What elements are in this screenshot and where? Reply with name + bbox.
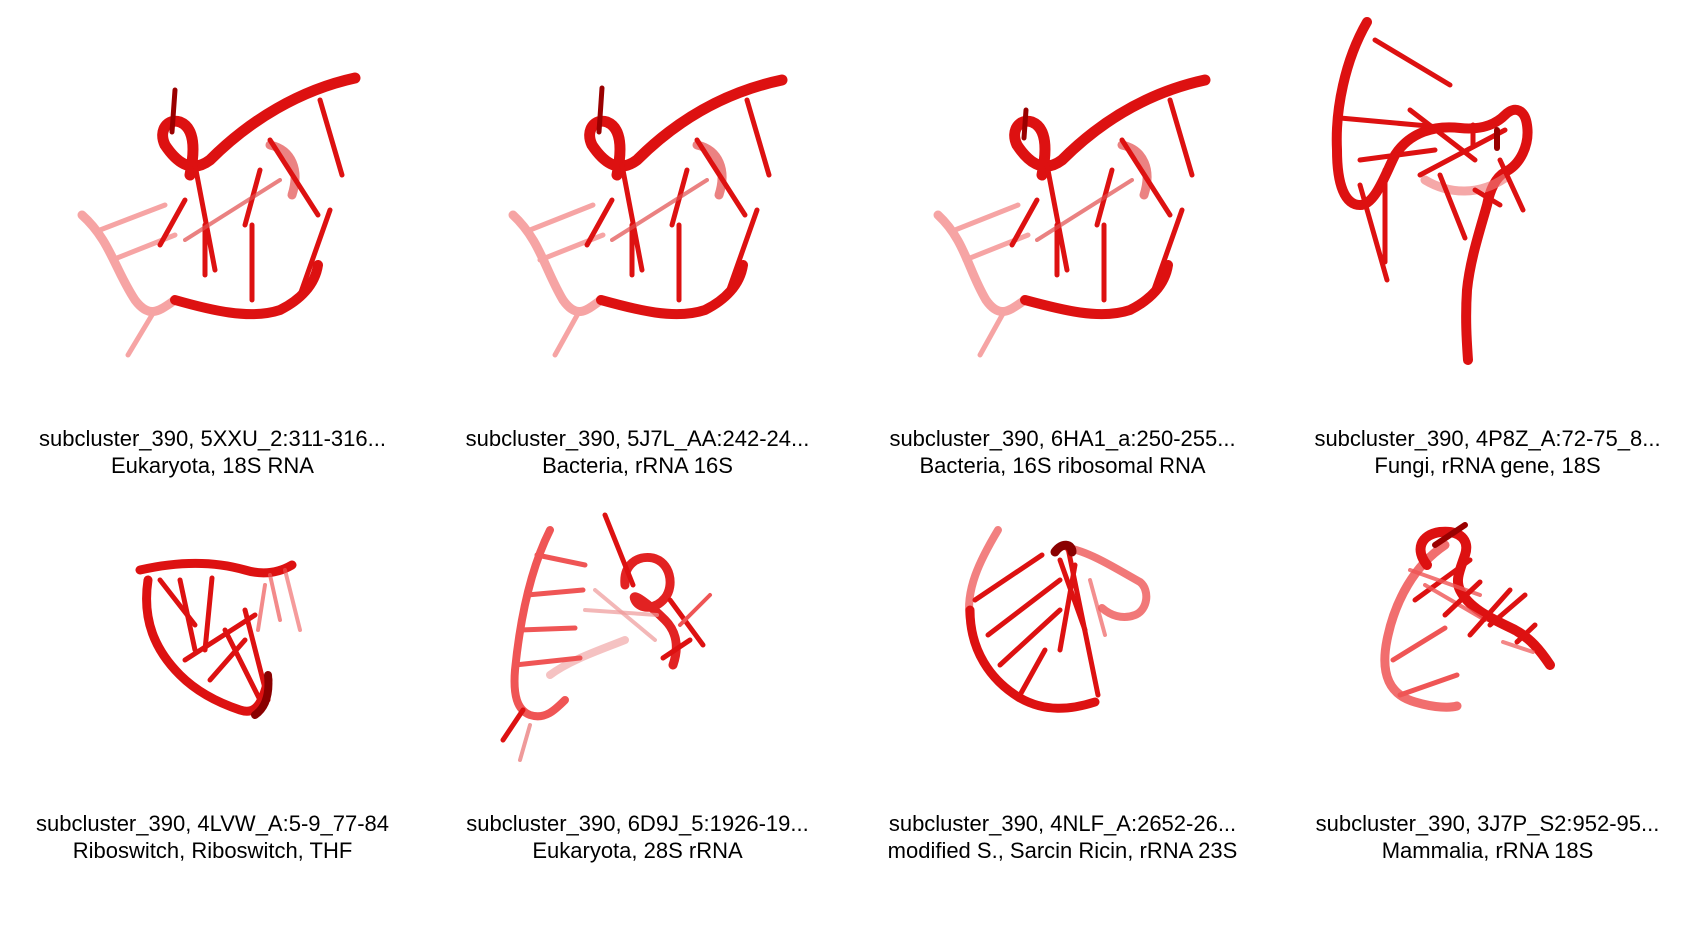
- caption-line-2: Bacteria, rRNA 16S: [542, 453, 733, 478]
- structure-caption: subcluster_390, 3J7P_S2:952-95... Mammal…: [1275, 810, 1700, 864]
- thumbnail-card[interactable]: subcluster_390, 4P8Z_A:72-75_8... Fungi,…: [1275, 0, 1700, 478]
- structure-caption: subcluster_390, 4LVW_A:5-9_77-84 Riboswi…: [0, 810, 425, 864]
- caption-line-1: subcluster_390, 5XXU_2:311-316...: [39, 426, 386, 451]
- thumbnail-card[interactable]: subcluster_390, 4LVW_A:5-9_77-84 Riboswi…: [0, 470, 425, 940]
- caption-line-1: subcluster_390, 4P8Z_A:72-75_8...: [1314, 426, 1661, 451]
- rna-structure-image: [508, 74, 788, 358]
- caption-line-1: subcluster_390, 5J7L_AA:242-24...: [465, 426, 810, 451]
- caption-line-2: Riboswitch, Riboswitch, THF: [72, 838, 353, 863]
- rna-structure-image: [135, 558, 302, 719]
- caption-line-1: subcluster_390, 4LVW_A:5-9_77-84: [35, 811, 390, 836]
- caption-line-2: Eukaryota, 28S rRNA: [532, 838, 743, 863]
- caption-line-1: subcluster_390, 6D9J_5:1926-19...: [466, 811, 809, 836]
- structure-caption: subcluster_390, 4NLF_A:2652-26... modifi…: [850, 810, 1275, 864]
- rna-structure-image: [77, 72, 361, 358]
- thumbnail-card[interactable]: subcluster_390, 5XXU_2:311-316... Eukary…: [0, 0, 425, 478]
- caption-line-1: subcluster_390, 6HA1_a:250-255...: [889, 426, 1236, 451]
- structure-caption: subcluster_390, 6D9J_5:1926-19... Eukary…: [425, 810, 850, 864]
- structure-caption: subcluster_390, 5J7L_AA:242-24... Bacter…: [425, 425, 850, 479]
- thumbnail-card[interactable]: subcluster_390, 4NLF_A:2652-26... modifi…: [850, 470, 1275, 940]
- caption-line-2: Mammalia, rRNA 18S: [1381, 838, 1594, 863]
- caption-line-2: Eukaryota, 18S RNA: [111, 453, 314, 478]
- caption-line-2: modified S., Sarcin Ricin, rRNA 23S: [887, 838, 1238, 863]
- rna-structure-image: [933, 74, 1211, 358]
- caption-line-2: Bacteria, 16S ribosomal RNA: [919, 453, 1206, 478]
- thumbnail-card[interactable]: subcluster_390, 3J7P_S2:952-95... Mammal…: [1275, 470, 1700, 940]
- structure-caption: subcluster_390, 6HA1_a:250-255... Bacter…: [850, 425, 1275, 479]
- thumbnail-card[interactable]: subcluster_390, 6D9J_5:1926-19... Eukary…: [425, 470, 850, 940]
- caption-line-1: subcluster_390, 3J7P_S2:952-95...: [1315, 811, 1660, 836]
- rna-structure-image: [965, 526, 1151, 713]
- thumbnail-card[interactable]: subcluster_390, 5J7L_AA:242-24... Bacter…: [425, 0, 850, 478]
- structure-caption: subcluster_390, 4P8Z_A:72-75_8... Fungi,…: [1275, 425, 1700, 479]
- rna-structure-image: [1331, 17, 1533, 365]
- caption-line-2: Fungi, rRNA gene, 18S: [1374, 453, 1601, 478]
- thumbnail-card[interactable]: subcluster_390, 6HA1_a:250-255... Bacter…: [850, 0, 1275, 478]
- caption-line-1: subcluster_390, 4NLF_A:2652-26...: [888, 811, 1237, 836]
- rna-structure-image: [1380, 522, 1555, 712]
- structure-caption: subcluster_390, 5XXU_2:311-316... Eukary…: [0, 425, 425, 479]
- rna-structure-image: [500, 512, 712, 762]
